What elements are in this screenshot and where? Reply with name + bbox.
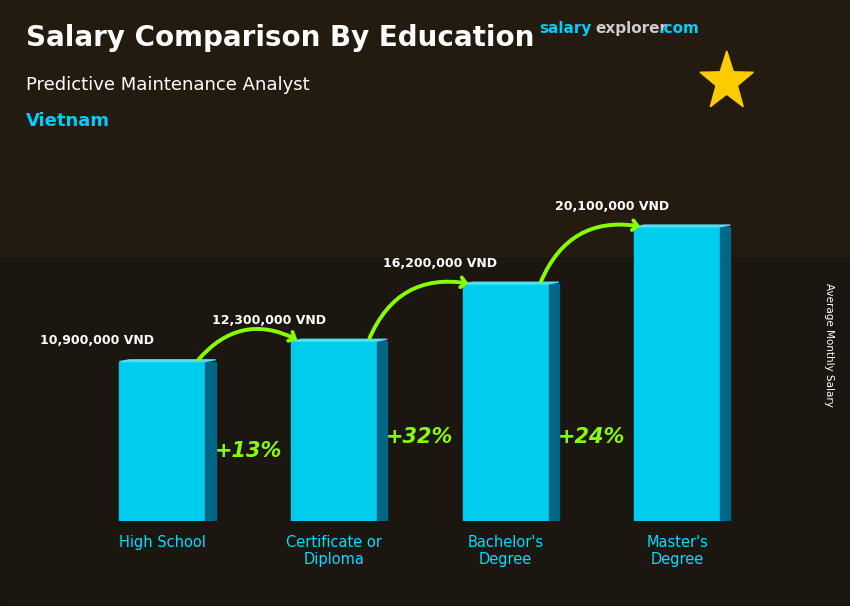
Bar (462, 284, 548, 521)
Polygon shape (700, 51, 753, 107)
Bar (634, 227, 720, 521)
Text: +24%: +24% (558, 427, 625, 447)
Text: explorer: explorer (595, 21, 667, 36)
Text: Vietnam: Vietnam (26, 112, 110, 130)
Polygon shape (120, 360, 216, 362)
Bar (0, 0, 850, 256)
Text: Predictive Maintenance Analyst: Predictive Maintenance Analyst (26, 76, 309, 94)
Polygon shape (291, 339, 388, 341)
Bar (291, 341, 377, 521)
Text: salary: salary (540, 21, 592, 36)
Polygon shape (634, 225, 730, 227)
Text: 16,200,000 VND: 16,200,000 VND (383, 257, 497, 270)
Polygon shape (548, 284, 558, 521)
Text: Average Monthly Salary: Average Monthly Salary (824, 284, 834, 407)
Bar (120, 362, 206, 521)
Text: 20,100,000 VND: 20,100,000 VND (555, 200, 669, 213)
Polygon shape (206, 362, 216, 521)
Text: Salary Comparison By Education: Salary Comparison By Education (26, 24, 534, 52)
Text: 10,900,000 VND: 10,900,000 VND (40, 335, 154, 347)
Polygon shape (377, 341, 388, 521)
Polygon shape (720, 227, 730, 521)
Polygon shape (462, 282, 558, 284)
Text: +13%: +13% (214, 441, 282, 461)
Text: 12,300,000 VND: 12,300,000 VND (212, 314, 326, 327)
Text: +32%: +32% (386, 427, 454, 447)
Text: .com: .com (659, 21, 700, 36)
